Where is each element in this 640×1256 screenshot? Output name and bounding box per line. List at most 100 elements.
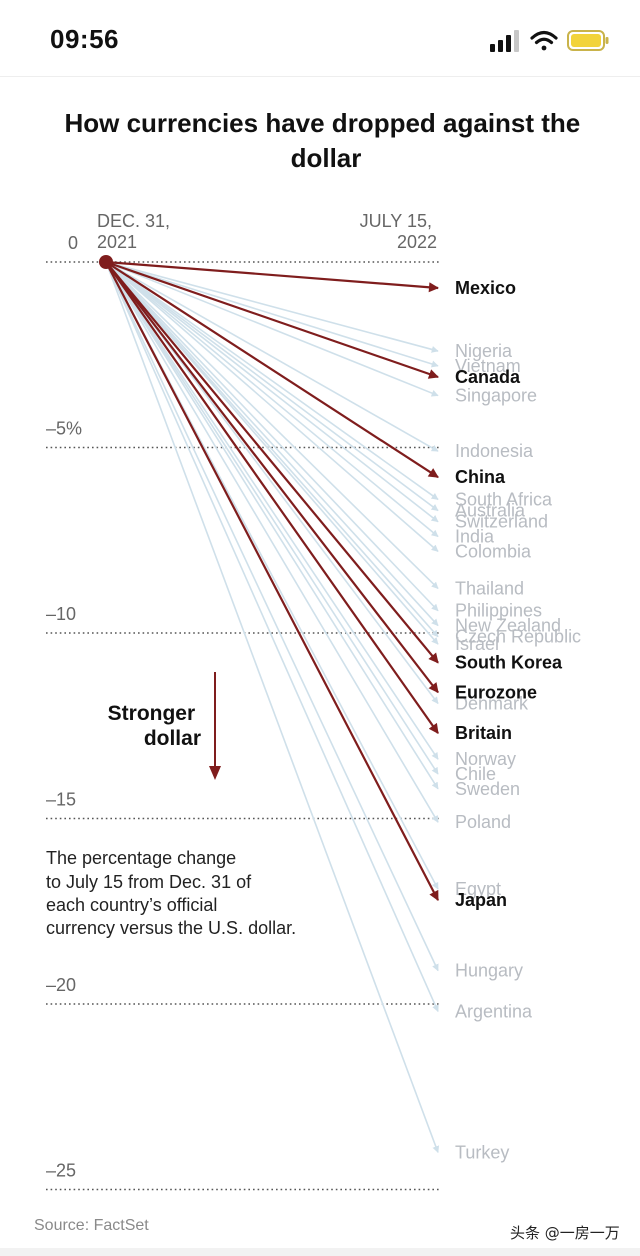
highlight-series-lines (105, 260, 439, 902)
chart-description-line-2: to July 15 from Dec. 31 of (46, 872, 252, 892)
series-label-india: India (455, 527, 495, 547)
series-label-vietnam: Vietnam (455, 356, 521, 376)
chart-title: How currencies have dropped against the … (64, 108, 587, 173)
stronger-dollar-arrow (209, 672, 221, 780)
x-label-start-line-1: DEC. 31, (97, 211, 170, 231)
series-label-switzerland: Switzerland (455, 512, 548, 532)
x-label-start-line-2: 2021 (97, 232, 137, 252)
x-label-end-line-1: JULY 15, (360, 211, 432, 231)
chart-description-line-4: currency versus the U.S. dollar. (46, 918, 296, 938)
series-line-south-africa (105, 261, 439, 501)
series-label-canada: Canada (455, 367, 521, 387)
series-label-nigeria: Nigeria (455, 341, 513, 361)
series-line-denmark (105, 261, 439, 705)
series-label-chile: Chile (455, 764, 496, 784)
series-label-poland: Poland (455, 812, 511, 832)
chart-description-line-1: The percentage change (46, 848, 236, 868)
stronger-dollar-label-line-2: dollar (144, 727, 201, 750)
chart-title-line-2: dollar (291, 143, 362, 173)
series-label-egypt: Egypt (455, 879, 501, 899)
series-label-israel: Israel (455, 634, 499, 654)
stronger-dollar-label: Stronger dollar (108, 702, 201, 750)
watermark: 头条 @一房一万 (510, 1224, 620, 1242)
series-line-vietnam (105, 261, 439, 368)
chart-title-line-1: How currencies have dropped against the (64, 108, 580, 138)
series-label-colombia: Colombia (455, 541, 532, 561)
series-label-singapore: Singapore (455, 386, 537, 406)
series-line-chile (105, 261, 439, 775)
series-line-turkey (105, 261, 440, 1154)
y-tick-label: –20 (46, 975, 76, 995)
series-label-denmark: Denmark (455, 693, 529, 713)
series-label-australia: Australia (455, 501, 526, 521)
series-label-norway: Norway (455, 749, 516, 769)
series-line-norway (105, 261, 439, 760)
series-line-mexico (105, 260, 439, 293)
series-line-japan (105, 261, 439, 902)
series-line-sweden (105, 261, 439, 790)
series-line-switzerland (105, 261, 439, 523)
x-label-end: JULY 15, 2022 (360, 211, 437, 252)
series-line-philippines (105, 261, 439, 612)
y-tick-label: –10 (46, 604, 76, 624)
series-line-israel (105, 261, 439, 645)
highlight-series-labels: Mexico Canada China South Korea Eurozone Brit… (455, 278, 563, 910)
bottom-bar (0, 1248, 640, 1256)
battery-icon (567, 30, 609, 51)
series-line-hungary (105, 261, 439, 972)
series-label-mexico: Mexico (455, 278, 516, 298)
y-tick-labels: 0 –5% –10 –15 –20 –25 (46, 233, 82, 1181)
series-line-argentina (105, 261, 439, 1013)
series-label-indonesia: Indonesia (455, 441, 534, 461)
series-label-south-africa: South Africa (455, 489, 553, 509)
series-line-indonesia (105, 261, 439, 452)
series-line-new-zealand (105, 261, 439, 627)
series-label-philippines: Philippines (455, 601, 542, 621)
y-tick-label: 0 (68, 233, 78, 253)
chart-description-line-3: each country’s official (46, 895, 217, 915)
series-line-poland (105, 261, 439, 823)
series-label-eurozone: Eurozone (455, 682, 537, 702)
y-tick-label: –5% (46, 419, 82, 439)
y-tick-label: –15 (46, 790, 76, 810)
series-label-sweden: Sweden (455, 779, 520, 799)
muted-series-lines (105, 261, 440, 1154)
series-line-south-korea (105, 261, 439, 664)
status-divider (0, 76, 640, 77)
series-label-turkey: Turkey (455, 1142, 509, 1162)
series-line-canada (105, 260, 439, 379)
chart-description: The percentage change to July 15 from De… (46, 848, 296, 938)
series-line-india (105, 261, 439, 538)
series-line-czech-republic (105, 261, 439, 638)
series-line-singapore (105, 261, 439, 397)
series-line-china (105, 261, 439, 479)
series-label-japan: Japan (455, 890, 507, 910)
status-bar: 09:56 (0, 0, 640, 76)
series-label-china: China (455, 467, 506, 487)
chart-source: Source: FactSet (34, 1217, 149, 1234)
status-icons (490, 30, 609, 52)
series-line-eurozone (105, 261, 439, 694)
series-label-south-korea: South Korea (455, 653, 563, 673)
series-line-thailand (105, 261, 439, 590)
series-line-nigeria (105, 261, 439, 353)
status-time: 09:56 (50, 24, 119, 54)
series-label-argentina: Argentina (455, 1001, 533, 1021)
x-label-end-line-2: 2022 (397, 232, 437, 252)
series-line-britain (105, 261, 439, 734)
series-label-czech-republic: Czech Republic (455, 627, 581, 647)
y-tick-label: –25 (46, 1161, 76, 1181)
series-line-colombia (105, 261, 439, 552)
wifi-icon (530, 30, 558, 51)
series-label-britain: Britain (455, 723, 512, 743)
origin-dot (99, 255, 113, 269)
series-label-new-zealand: New Zealand (455, 616, 561, 636)
stronger-dollar-label-line-1: Stronger (108, 702, 196, 725)
series-label-thailand: Thailand (455, 578, 524, 598)
series-label-hungary: Hungary (455, 961, 523, 981)
signal-icon (490, 30, 519, 52)
series-line-australia (105, 261, 439, 512)
x-label-start: DEC. 31, 2021 (97, 211, 175, 252)
